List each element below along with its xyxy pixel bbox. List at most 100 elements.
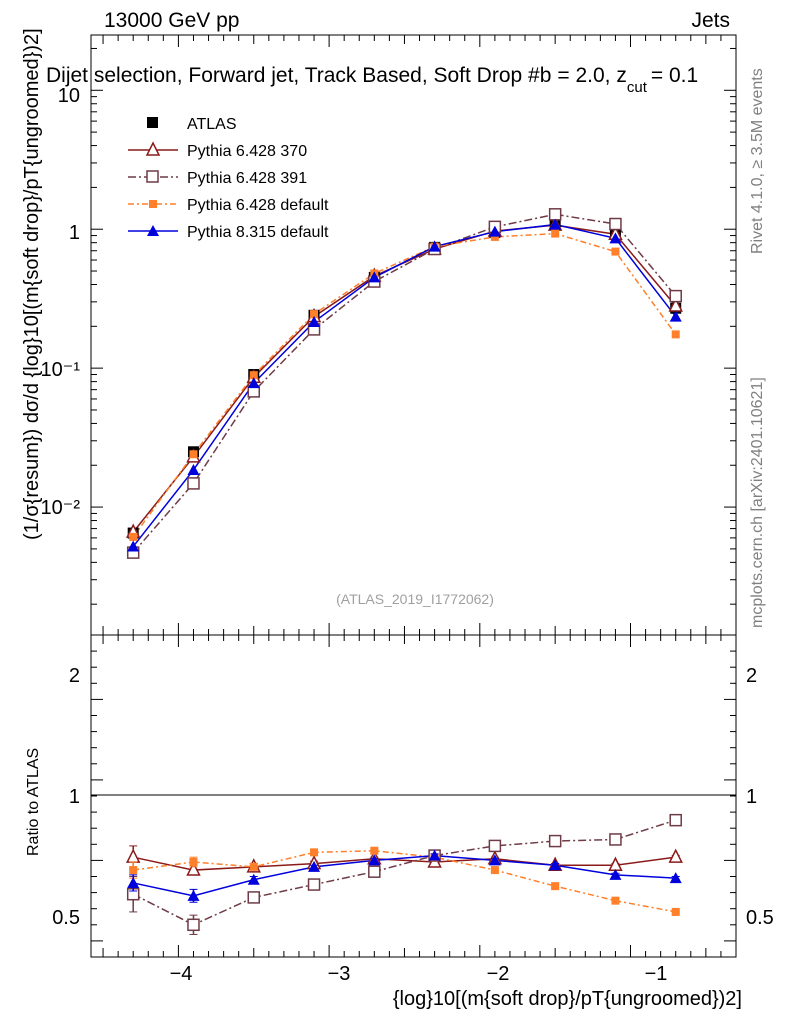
main-point-py6def bbox=[129, 532, 138, 541]
plot-title-end: = 0.1 bbox=[651, 64, 698, 87]
ratio-line-py391 bbox=[132, 819, 676, 926]
ratio-point-py8def bbox=[669, 872, 682, 884]
main-point-py6def bbox=[310, 310, 319, 319]
ratio-point-py6def bbox=[249, 862, 258, 871]
ratio-point-py6def bbox=[129, 866, 138, 875]
ratio-point-py8def bbox=[549, 859, 562, 871]
mcplots-label: mcplots.cern.ch [arXiv:2401.10621] bbox=[749, 377, 766, 628]
main-point-py8def bbox=[488, 225, 501, 237]
ratio-point-py391 bbox=[548, 834, 562, 848]
ratio-point-py8def bbox=[308, 860, 321, 872]
main-axis-ticks bbox=[91, 47, 736, 605]
ratio-point-py370 bbox=[125, 848, 141, 863]
main-point-py8def bbox=[247, 377, 260, 389]
ratio-point-py8def bbox=[187, 889, 200, 901]
legend-marker-py370 bbox=[145, 141, 161, 156]
ylabel-ratio: Ratio to ATLAS bbox=[25, 748, 42, 856]
ratio-point-py8def bbox=[428, 849, 441, 861]
ratio-point-py391 bbox=[488, 839, 502, 853]
ratio-panel-frame bbox=[90, 634, 737, 958]
ratio-ytick-label-2-right: 2 bbox=[746, 665, 757, 687]
main-line-py391 bbox=[132, 213, 677, 554]
main-point-py6def bbox=[249, 371, 258, 380]
ratio-point-py8def bbox=[247, 873, 260, 885]
legend-marker-py6def bbox=[149, 200, 157, 208]
ratio-point-py8def bbox=[127, 876, 140, 888]
ratio-ytick-label-0.5-left: 0.5 bbox=[52, 907, 80, 929]
ratio-point-py8def bbox=[368, 854, 381, 866]
ratio-ytick-label-1-left: 1 bbox=[69, 786, 80, 808]
main-point-py6def bbox=[611, 247, 620, 256]
xtick-label-m3: −3 bbox=[328, 963, 351, 985]
legend-label-py391: Pythia 6.428 391 bbox=[187, 170, 307, 187]
legend-label-atlas: ATLAS bbox=[187, 116, 237, 133]
ratio-point-py6def bbox=[611, 896, 620, 905]
legend-label-py370: Pythia 6.428 370 bbox=[187, 143, 307, 160]
ratio-point-py6def bbox=[551, 882, 560, 891]
xtick-label-m2: −2 bbox=[487, 963, 510, 985]
main-point-py6def bbox=[490, 232, 499, 241]
main-point-py6def bbox=[671, 330, 680, 339]
legend-label-py6def: Pythia 6.428 default bbox=[187, 197, 329, 214]
main-point-py6def bbox=[189, 450, 198, 459]
main-ytick-label-1e-2: 10⁻² bbox=[41, 497, 81, 519]
xtick-label-m1: −1 bbox=[645, 963, 668, 985]
ratio-point-py391 bbox=[247, 891, 261, 904]
ratio-point-py391 bbox=[187, 918, 200, 932]
ratio-line-py370 bbox=[133, 856, 676, 871]
main-ytick-label-10: 10 bbox=[58, 85, 80, 107]
main-point-py391 bbox=[669, 289, 682, 303]
main-point-py391 bbox=[187, 477, 200, 490]
ratio-axis-ticks bbox=[91, 634, 736, 958]
ratio-point-py370 bbox=[186, 861, 201, 876]
ratio-ytick-label-0.5-right: 0.5 bbox=[746, 907, 774, 929]
ratio-point-py391 bbox=[669, 813, 682, 827]
main-point-py8def bbox=[609, 232, 622, 244]
main-point-py391 bbox=[548, 208, 562, 221]
jets-label: Jets bbox=[691, 9, 730, 32]
plot-title-main: Dijet selection, Forward jet, Track Base… bbox=[46, 64, 551, 87]
ratio-point-py6def bbox=[671, 907, 680, 916]
ratio-point-py8def bbox=[488, 854, 501, 866]
analysis-watermark: (ATLAS_2019_I1772062) bbox=[336, 591, 494, 607]
main-line-py370 bbox=[132, 224, 677, 533]
ratio-ytick-label-2-left: 2 bbox=[69, 665, 80, 687]
ylabel-main-text: (1/σ{resum}) dσ/d {log}10[(m{soft drop}/… bbox=[21, 28, 43, 540]
legend-label-py8def: Pythia 8.315 default bbox=[187, 224, 329, 241]
plot-title-tail: = 2.0, z bbox=[557, 64, 626, 87]
ratio-ytick-label-1-right: 1 bbox=[746, 786, 757, 808]
legend-marker-py391 bbox=[146, 170, 159, 183]
legend: ATLAS Pythia 6.428 370 Pythia 6.428 391 … bbox=[128, 116, 329, 241]
main-point-py6def bbox=[551, 229, 560, 238]
ratio-point-py6def bbox=[310, 848, 319, 857]
ratio-line-py8def bbox=[133, 854, 676, 897]
main-point-py8def bbox=[127, 540, 140, 552]
rivet-label: Rivet 4.1.0, ≥ 3.5M events bbox=[749, 68, 766, 254]
ratio-point-py6def bbox=[189, 858, 198, 867]
main-point-py8def bbox=[368, 271, 381, 283]
main-point-py8def bbox=[308, 315, 321, 327]
ratio-series-layer bbox=[125, 813, 683, 935]
main-line-py8def bbox=[132, 223, 677, 547]
ratio-point-py391 bbox=[307, 878, 321, 891]
main-point-py8def bbox=[549, 218, 562, 230]
main-ytick-label-1e-1: 10⁻¹ bbox=[41, 359, 81, 381]
ratio-point-py391 bbox=[368, 865, 381, 878]
plot-title-sub: cut bbox=[627, 79, 648, 96]
ratio-point-py8def bbox=[609, 868, 622, 880]
main-point-py8def bbox=[669, 310, 682, 322]
main-point-py8def bbox=[428, 240, 441, 252]
main-ytick-label-1: 1 bbox=[69, 222, 80, 244]
main-line-py6def bbox=[132, 232, 677, 538]
ratio-point-py370 bbox=[668, 848, 683, 863]
ratio-point-py6def bbox=[490, 866, 499, 875]
main-point-py391 bbox=[609, 217, 622, 231]
main-series-layer bbox=[125, 208, 683, 559]
ratio-point-py6def bbox=[370, 846, 379, 855]
ratio-point-py391 bbox=[609, 833, 622, 846]
xlabel: {log}10[(m{soft drop}/pT{ungroomed})2] bbox=[393, 988, 742, 1010]
main-point-py8def bbox=[187, 463, 200, 475]
legend-marker-atlas bbox=[147, 117, 158, 128]
ylabel-main: (1/σ{resum}) dσ/d {log}10[(m{soft drop}/… bbox=[21, 28, 43, 540]
